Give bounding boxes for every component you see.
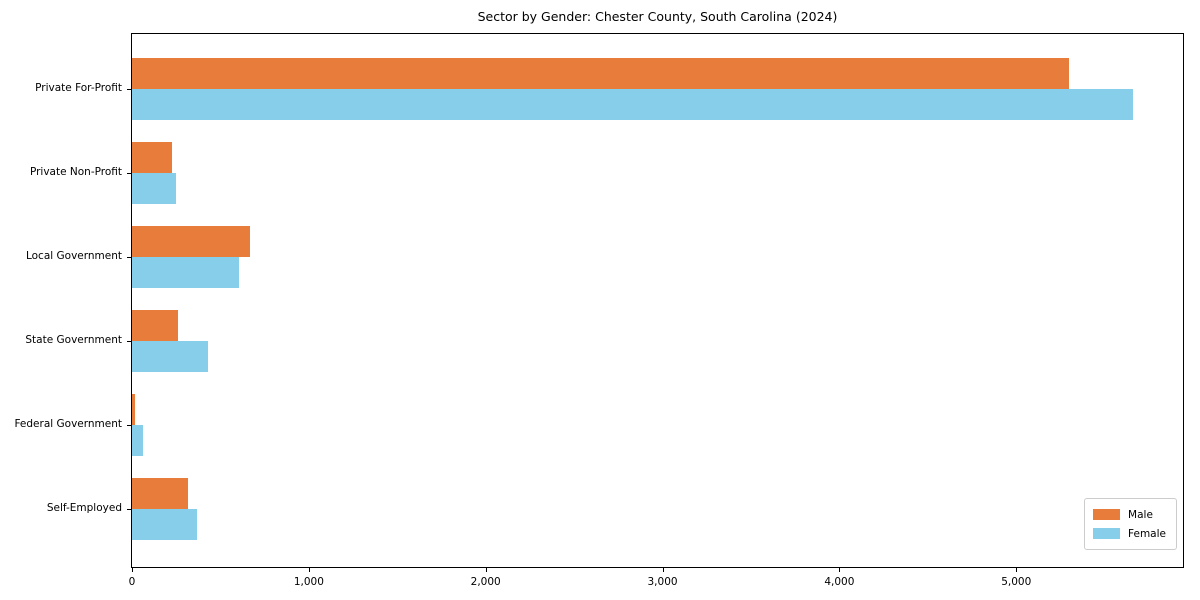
legend-item-female: Female — [1093, 524, 1166, 543]
xtick-mark — [132, 568, 133, 572]
xtick-mark — [1016, 568, 1018, 572]
legend-label-female: Female — [1128, 527, 1166, 540]
bar-female-local-government — [132, 257, 239, 288]
xtick-mark — [308, 568, 310, 572]
xtick-label-4000: 4,000 — [824, 576, 855, 588]
bar-male-private-for-profit — [132, 58, 1070, 89]
legend: Male Female — [1084, 498, 1177, 550]
bar-female-self-employed — [132, 509, 197, 540]
ytick-label-state-government: State Government — [25, 334, 122, 346]
ytick-label-local-government: Local Government — [25, 250, 122, 262]
bar-female-private-non-profit — [132, 173, 177, 204]
ytick-mark — [127, 509, 131, 510]
bar-male-state-government — [132, 310, 178, 341]
ytick-label-federal-government: Federal Government — [14, 418, 122, 430]
bar-male-local-government — [132, 226, 251, 257]
ytick-mark — [127, 89, 131, 90]
xtick-label-1000: 1,000 — [293, 576, 324, 588]
ytick-mark — [127, 341, 131, 342]
bar-female-private-for-profit — [132, 89, 1133, 120]
plot-area: Private For-Profit Private Non-Profit Loca… — [14, 33, 1184, 588]
bar-male-federal-government — [132, 394, 135, 425]
ytick-mark — [127, 257, 131, 258]
bar-female-state-government — [132, 341, 209, 372]
xtick-label-0: 0 — [128, 576, 136, 588]
chart-title: Sector by Gender: Chester County, South … — [477, 9, 838, 24]
ytick-label-private-for-profit: Private For-Profit — [35, 82, 122, 94]
xtick-label-2000: 2,000 — [470, 576, 501, 588]
xtick-label-5000: 5,000 — [1001, 576, 1032, 588]
bar-female-federal-government — [132, 425, 143, 456]
xtick-label-3000: 3,000 — [647, 576, 678, 588]
ytick-mark — [127, 425, 131, 426]
xtick-mark — [485, 568, 487, 572]
legend-swatch-male — [1093, 509, 1121, 520]
xtick-mark — [662, 568, 664, 572]
ytick-mark — [127, 173, 131, 174]
legend-label-male: Male — [1128, 508, 1153, 521]
ytick-label-self-employed: Self-Employed — [46, 502, 122, 514]
legend-item-male: Male — [1093, 505, 1166, 524]
bar-male-private-non-profit — [132, 142, 172, 173]
ytick-label-private-non-profit: Private Non-Profit — [29, 166, 122, 178]
legend-swatch-female — [1093, 528, 1121, 539]
xtick-mark — [839, 568, 841, 572]
bar-male-self-employed — [132, 478, 188, 509]
